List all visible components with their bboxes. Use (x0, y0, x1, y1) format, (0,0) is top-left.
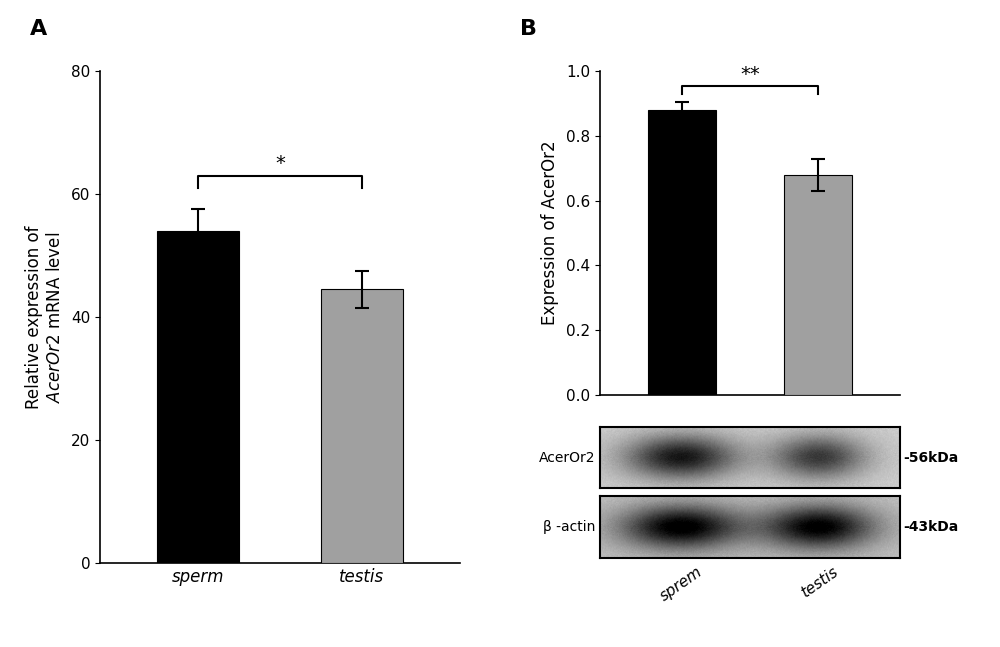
Y-axis label: Relative expression of
$\it{AcerOr2}$ mRNA level: Relative expression of $\it{AcerOr2}$ mR… (25, 225, 64, 409)
Bar (321, 289, 403, 563)
Text: *: * (275, 153, 285, 173)
Text: -56kDa: -56kDa (903, 451, 958, 465)
Text: β -actin: β -actin (543, 520, 595, 534)
Bar (648, 110, 716, 395)
Y-axis label: Expression of AcerOr2: Expression of AcerOr2 (541, 140, 559, 325)
Bar (157, 231, 239, 563)
Text: B: B (520, 19, 537, 39)
Text: testis: testis (798, 564, 840, 600)
Text: sprem: sprem (657, 564, 705, 604)
Text: -43kDa: -43kDa (903, 520, 958, 534)
Text: A: A (30, 19, 47, 39)
Text: **: ** (740, 65, 760, 84)
Bar (784, 175, 852, 395)
Text: AcerOr2: AcerOr2 (538, 451, 595, 465)
